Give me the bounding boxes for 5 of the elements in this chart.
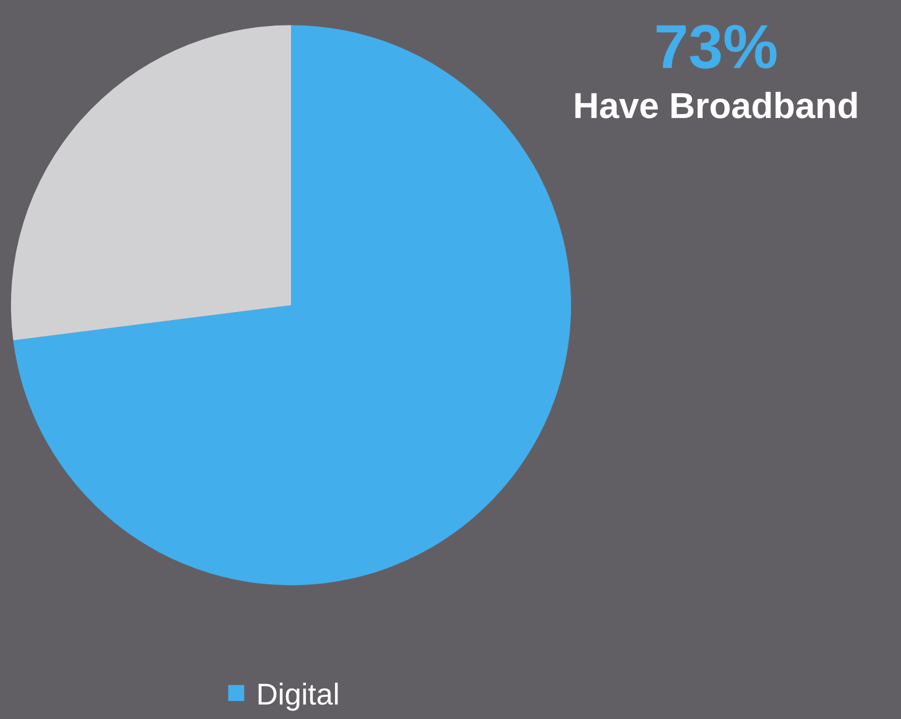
pie-slice [13,25,571,585]
legend-label: Digital [256,678,340,712]
pie-slice [10,25,292,340]
text: 73% [654,13,778,82]
text: Have Broadband [573,85,860,126]
